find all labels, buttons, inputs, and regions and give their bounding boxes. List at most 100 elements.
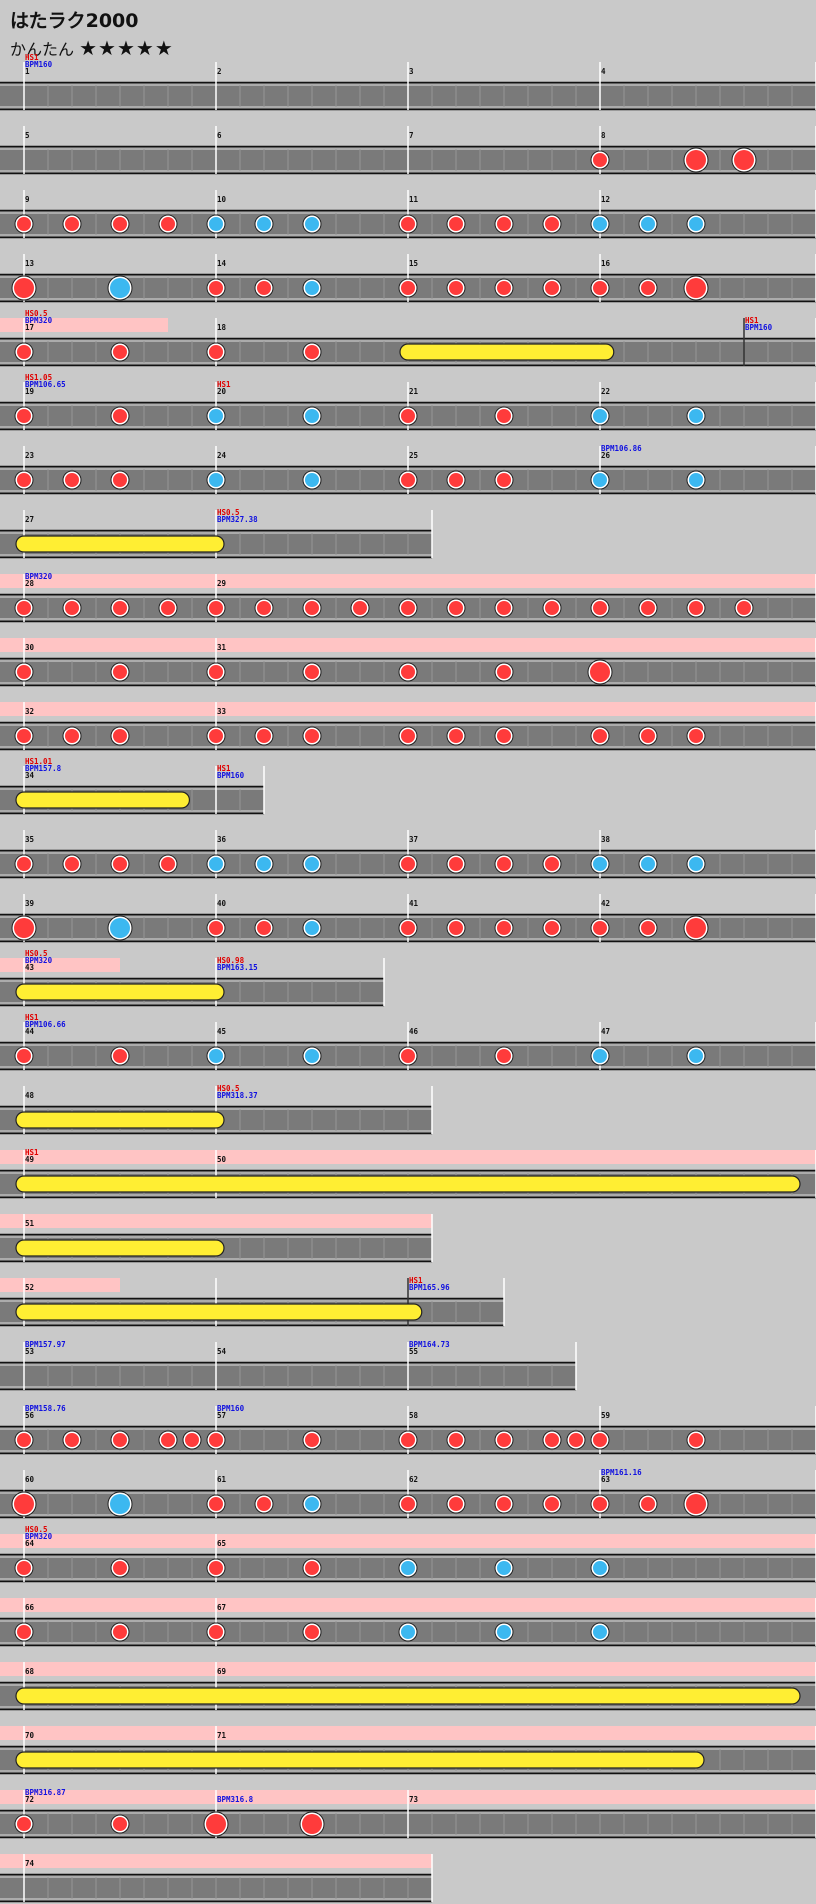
measure-number: 36 [217,835,227,844]
don-note [545,1433,559,1447]
don-note [65,217,79,231]
don-note [185,1433,199,1447]
don-note [401,409,415,423]
don-note [545,217,559,231]
measure-number: 57 [217,1411,226,1420]
measure-number: 58 [409,1411,419,1420]
drumroll-note [15,791,191,809]
measure-number: 71 [217,1731,227,1740]
measure-number: 61 [217,1475,227,1484]
tempo-marker: BPM157.97 [25,1340,66,1349]
measure-number: 46 [409,1027,419,1036]
big-don-note [302,1814,322,1834]
drumroll-note [15,1687,801,1705]
don-note [593,1497,607,1511]
ka-note [593,1561,607,1575]
measure-number: 63 [601,1475,611,1484]
don-note [401,1049,415,1063]
ka-note [305,473,319,487]
big-don-note [734,150,754,170]
don-note [401,473,415,487]
don-note [209,345,223,359]
tempo-marker: BPM320 [25,572,53,581]
don-note [449,473,463,487]
don-note [113,217,127,231]
measure-number: 33 [217,707,227,716]
measure-number: 12 [601,195,610,204]
measure-number: 43 [25,963,35,972]
don-note [209,1625,223,1639]
don-note [209,921,223,935]
don-note [257,729,271,743]
ka-note [305,857,319,871]
measure-number: 20 [217,387,227,396]
don-note [689,729,703,743]
don-note [545,1497,559,1511]
don-note [305,1433,319,1447]
tempo-marker: BPM106.86 [601,444,642,453]
tempo-marker: HS1 [217,380,231,389]
tempo-marker: HS0.98 [217,956,245,965]
don-note [113,409,127,423]
measure-number: 48 [25,1091,35,1100]
ka-note [593,473,607,487]
don-note [17,729,31,743]
don-note [593,1433,607,1447]
measure-number: 26 [601,451,611,460]
don-note [401,217,415,231]
don-note [401,1497,415,1511]
ka-note [593,1049,607,1063]
big-don-note [686,1494,706,1514]
ka-note [209,409,223,423]
don-note [449,921,463,935]
measure-number: 35 [25,835,34,844]
measure-number: 30 [25,643,35,652]
big-don-note [14,1494,34,1514]
measure-number: 4 [601,67,606,76]
gogo-band [0,1598,816,1612]
measure-number: 59 [601,1411,611,1420]
drumroll-note [15,1175,801,1193]
don-note [257,601,271,615]
ka-note [641,217,655,231]
gogo-band [0,1278,120,1292]
gogo-band [0,638,816,652]
tempo-marker: HS0.5 [217,508,240,517]
measure-number: 40 [217,899,227,908]
ka-note [401,1561,415,1575]
don-note [641,281,655,295]
don-note [17,1817,31,1831]
big-ka-note [110,918,130,938]
drumroll-note [15,1303,423,1321]
don-note [17,217,31,231]
don-note [497,473,511,487]
don-note [257,281,271,295]
don-note [497,409,511,423]
tempo-marker: BPM163.15 [217,963,258,972]
don-note [545,601,559,615]
don-note [593,281,607,295]
measure-number: 73 [409,1795,419,1804]
ka-note [305,1049,319,1063]
gogo-band [0,1214,432,1228]
ka-note [593,217,607,231]
tempo-marker: HS0.5 [25,949,48,958]
measure-number: 14 [217,259,227,268]
don-note [497,601,511,615]
don-note [113,473,127,487]
big-don-note [686,918,706,938]
don-note [209,729,223,743]
don-note [113,1561,127,1575]
ka-note [689,1049,703,1063]
measure-number: 31 [217,643,227,652]
measure-number: 45 [217,1027,226,1036]
gogo-band [0,702,816,716]
tempo-marker: BPM106.66 [25,1020,66,1029]
don-note [209,1433,223,1447]
ka-note [689,409,703,423]
don-note [401,921,415,935]
tempo-marker: BPM165.96 [409,1283,450,1292]
measure-number: 64 [25,1539,35,1548]
don-note [305,729,319,743]
measure-number: 9 [25,195,30,204]
